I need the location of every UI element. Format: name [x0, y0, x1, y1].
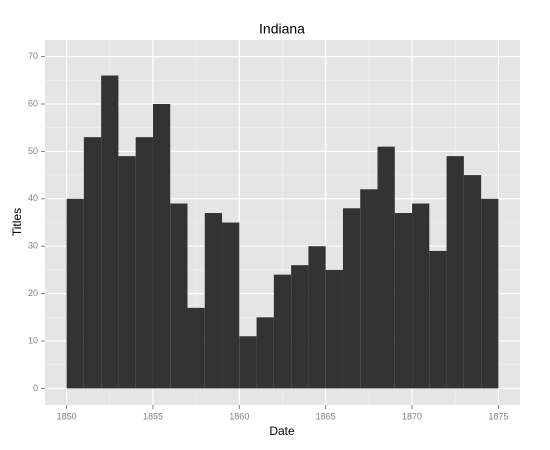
bar [429, 250, 447, 389]
bar [66, 198, 84, 389]
bar [481, 198, 499, 389]
x-tick-label: 1870 [402, 411, 422, 421]
bar [308, 246, 326, 389]
bar [152, 103, 171, 389]
bar [118, 156, 136, 389]
y-tick-label: 40 [28, 193, 38, 203]
y-axis-label: Titles [10, 208, 24, 236]
bar [360, 189, 378, 389]
bar [170, 203, 188, 389]
bar [446, 156, 464, 389]
y-tick-label: 30 [28, 241, 38, 251]
x-tick-label: 1875 [488, 411, 508, 421]
bar [204, 213, 223, 389]
y-tick-label: 60 [28, 98, 38, 108]
bar [187, 307, 205, 389]
x-tick-label: 1850 [57, 411, 77, 421]
y-tick-label: 70 [28, 51, 38, 61]
bar [83, 137, 102, 389]
y-tick-label: 0 [33, 383, 38, 393]
x-axis-label: Date [269, 424, 295, 438]
x-tick-label: 1860 [229, 411, 249, 421]
bar [273, 274, 292, 389]
y-tick-label: 50 [28, 146, 38, 156]
bar [463, 175, 482, 389]
x-tick-label: 1865 [316, 411, 336, 421]
bar [256, 317, 274, 389]
bar [222, 222, 240, 389]
bar [101, 75, 119, 389]
bar [239, 336, 257, 389]
bar [377, 146, 395, 389]
bar [394, 213, 413, 389]
bar [135, 137, 153, 389]
y-tick-label: 20 [28, 288, 38, 298]
bar [342, 208, 361, 389]
y-tick-label: 10 [28, 335, 38, 345]
bar [412, 203, 430, 389]
bar [325, 269, 343, 389]
chart-title: Indiana [259, 21, 305, 37]
bar [291, 265, 309, 389]
x-tick-label: 1855 [143, 411, 163, 421]
